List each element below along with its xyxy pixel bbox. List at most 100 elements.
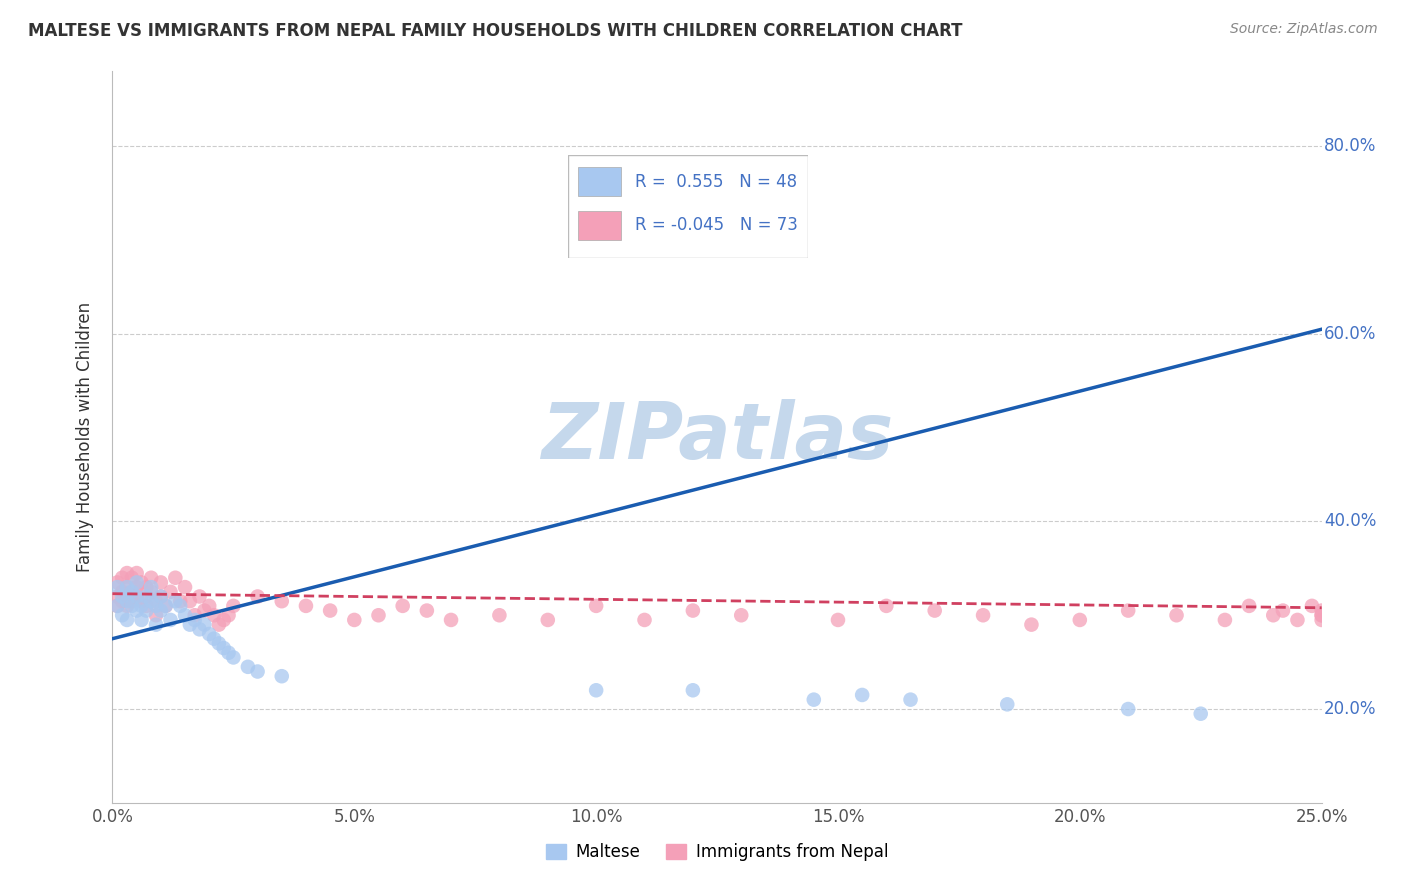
Point xyxy=(141,571,163,585)
Point xyxy=(1116,702,1139,716)
Point xyxy=(145,617,167,632)
Point xyxy=(121,584,143,599)
Point xyxy=(488,608,510,623)
Point xyxy=(1069,613,1091,627)
Point xyxy=(125,580,148,594)
Point xyxy=(121,599,143,613)
Point xyxy=(188,623,211,637)
Point xyxy=(135,590,157,604)
Point xyxy=(149,590,172,604)
Point xyxy=(270,594,292,608)
Point xyxy=(121,571,143,585)
Point xyxy=(131,599,153,613)
Point xyxy=(155,599,177,613)
Point xyxy=(212,641,235,656)
Point xyxy=(105,599,128,613)
Point xyxy=(995,698,1018,712)
Point xyxy=(165,594,187,608)
Point xyxy=(145,599,167,613)
Point xyxy=(222,650,245,665)
Point xyxy=(202,632,225,646)
Point xyxy=(135,599,157,613)
Point xyxy=(111,590,134,604)
Point xyxy=(125,590,148,604)
Point xyxy=(111,594,134,608)
Point xyxy=(319,603,342,617)
Point xyxy=(111,571,134,585)
Point xyxy=(730,608,752,623)
Point xyxy=(1213,613,1236,627)
Y-axis label: Family Households with Children: Family Households with Children xyxy=(76,302,94,572)
Point xyxy=(246,590,269,604)
Point xyxy=(169,599,191,613)
Point xyxy=(198,627,221,641)
Point xyxy=(1310,613,1333,627)
Point xyxy=(135,603,157,617)
Point xyxy=(135,580,157,594)
Point xyxy=(202,608,225,623)
Point xyxy=(115,613,138,627)
Point xyxy=(218,608,240,623)
Point xyxy=(121,584,143,599)
Point xyxy=(183,613,205,627)
FancyBboxPatch shape xyxy=(568,155,808,258)
Point xyxy=(900,692,922,706)
Point xyxy=(440,613,463,627)
Text: 20.0%: 20.0% xyxy=(1324,700,1376,718)
Point xyxy=(972,608,994,623)
Point xyxy=(169,594,191,608)
Point xyxy=(803,692,825,706)
Point xyxy=(149,575,172,590)
Point xyxy=(183,608,205,623)
Point xyxy=(179,617,201,632)
Point xyxy=(131,575,153,590)
Point xyxy=(343,613,366,627)
Point xyxy=(179,594,201,608)
Point xyxy=(537,613,560,627)
Point xyxy=(141,584,163,599)
Point xyxy=(222,599,245,613)
Point xyxy=(1286,613,1309,627)
Point xyxy=(149,603,172,617)
Point xyxy=(188,590,211,604)
Point xyxy=(1021,617,1043,632)
Point xyxy=(141,594,163,608)
Point xyxy=(208,617,231,632)
Point xyxy=(105,599,128,613)
Point xyxy=(1310,608,1333,623)
Point xyxy=(682,603,704,617)
Point xyxy=(165,571,187,585)
Point xyxy=(295,599,318,613)
Point xyxy=(115,580,138,594)
Point xyxy=(682,683,704,698)
Point xyxy=(367,608,389,623)
Point xyxy=(193,603,215,617)
Point xyxy=(633,613,655,627)
Point xyxy=(149,590,172,604)
Point xyxy=(125,575,148,590)
Point xyxy=(159,613,181,627)
Text: MALTESE VS IMMIGRANTS FROM NEPAL FAMILY HOUSEHOLDS WITH CHILDREN CORRELATION CHA: MALTESE VS IMMIGRANTS FROM NEPAL FAMILY … xyxy=(28,22,963,40)
Point xyxy=(125,566,148,580)
Point xyxy=(125,603,148,617)
Text: 40.0%: 40.0% xyxy=(1324,513,1376,531)
Point xyxy=(131,594,153,608)
Point xyxy=(246,665,269,679)
FancyBboxPatch shape xyxy=(578,211,621,240)
Point xyxy=(115,594,138,608)
Point xyxy=(236,660,259,674)
Text: Source: ZipAtlas.com: Source: ZipAtlas.com xyxy=(1230,22,1378,37)
Point xyxy=(145,608,167,623)
Point xyxy=(159,584,181,599)
Point xyxy=(585,683,607,698)
Point xyxy=(115,566,138,580)
Point xyxy=(193,617,215,632)
Point xyxy=(111,608,134,623)
Point xyxy=(851,688,873,702)
Point xyxy=(174,608,197,623)
Point xyxy=(125,590,148,604)
Point xyxy=(212,613,235,627)
Point xyxy=(1166,608,1188,623)
Point xyxy=(924,603,946,617)
Point xyxy=(1189,706,1212,721)
